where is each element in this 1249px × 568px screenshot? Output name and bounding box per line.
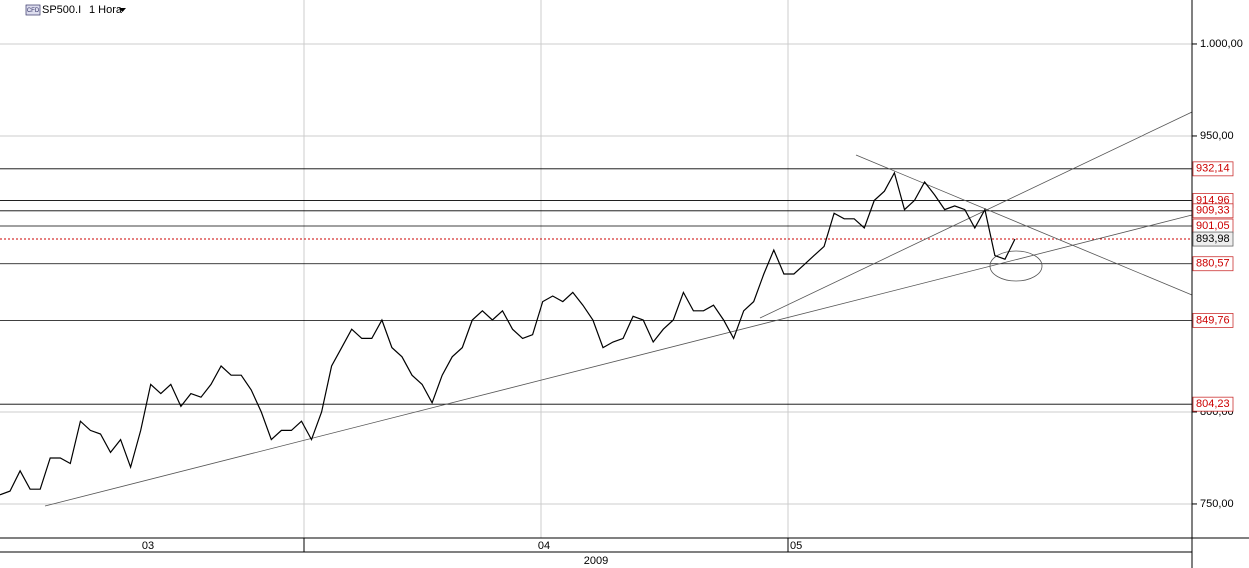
level-label: 880,57 [1196,258,1230,270]
y-tick-label: 750,00 [1200,498,1234,510]
trend-line [855,154,1193,296]
current-price-tag [1192,231,1234,247]
dropdown-arrow[interactable] [119,8,126,12]
ellipse-annotation [989,250,1043,282]
cfd-icon [25,4,41,16]
level-label: 932,14 [1196,163,1230,175]
level-label: 914,96 [1196,194,1230,206]
timeframe[interactable]: 1 Hora [89,4,123,16]
month-label: 05 [790,540,802,552]
trend-line [44,214,1193,507]
level-tag [1192,203,1234,219]
y-tick-label: 1.000,00 [1200,38,1243,50]
series [0,171,1016,496]
trend-line [759,111,1193,319]
y-tick-label: 950,00 [1200,130,1234,142]
level-tag [1192,396,1234,412]
level-tag [1192,161,1234,177]
level-label: 901,05 [1196,220,1230,232]
levels [0,168,1192,405]
month-label: 03 [142,540,154,552]
grid [0,0,1192,538]
cfd-badge: CFD [27,8,40,14]
level-tag [1192,313,1234,328]
level-label: 909,33 [1196,205,1230,217]
axes: 03 04 052009750,00800,00950,001.000,00932,… [142,38,1243,567]
level-tag [1192,256,1234,272]
symbol[interactable]: SP500.I [42,4,81,16]
level-label: 849,76 [1196,314,1230,326]
current-price-label: 893,98 [1196,233,1230,245]
price-line [0,171,1016,496]
month-label: 04 [538,540,550,552]
year-label: 2009 [584,555,608,567]
level-label: 804,23 [1196,398,1230,410]
